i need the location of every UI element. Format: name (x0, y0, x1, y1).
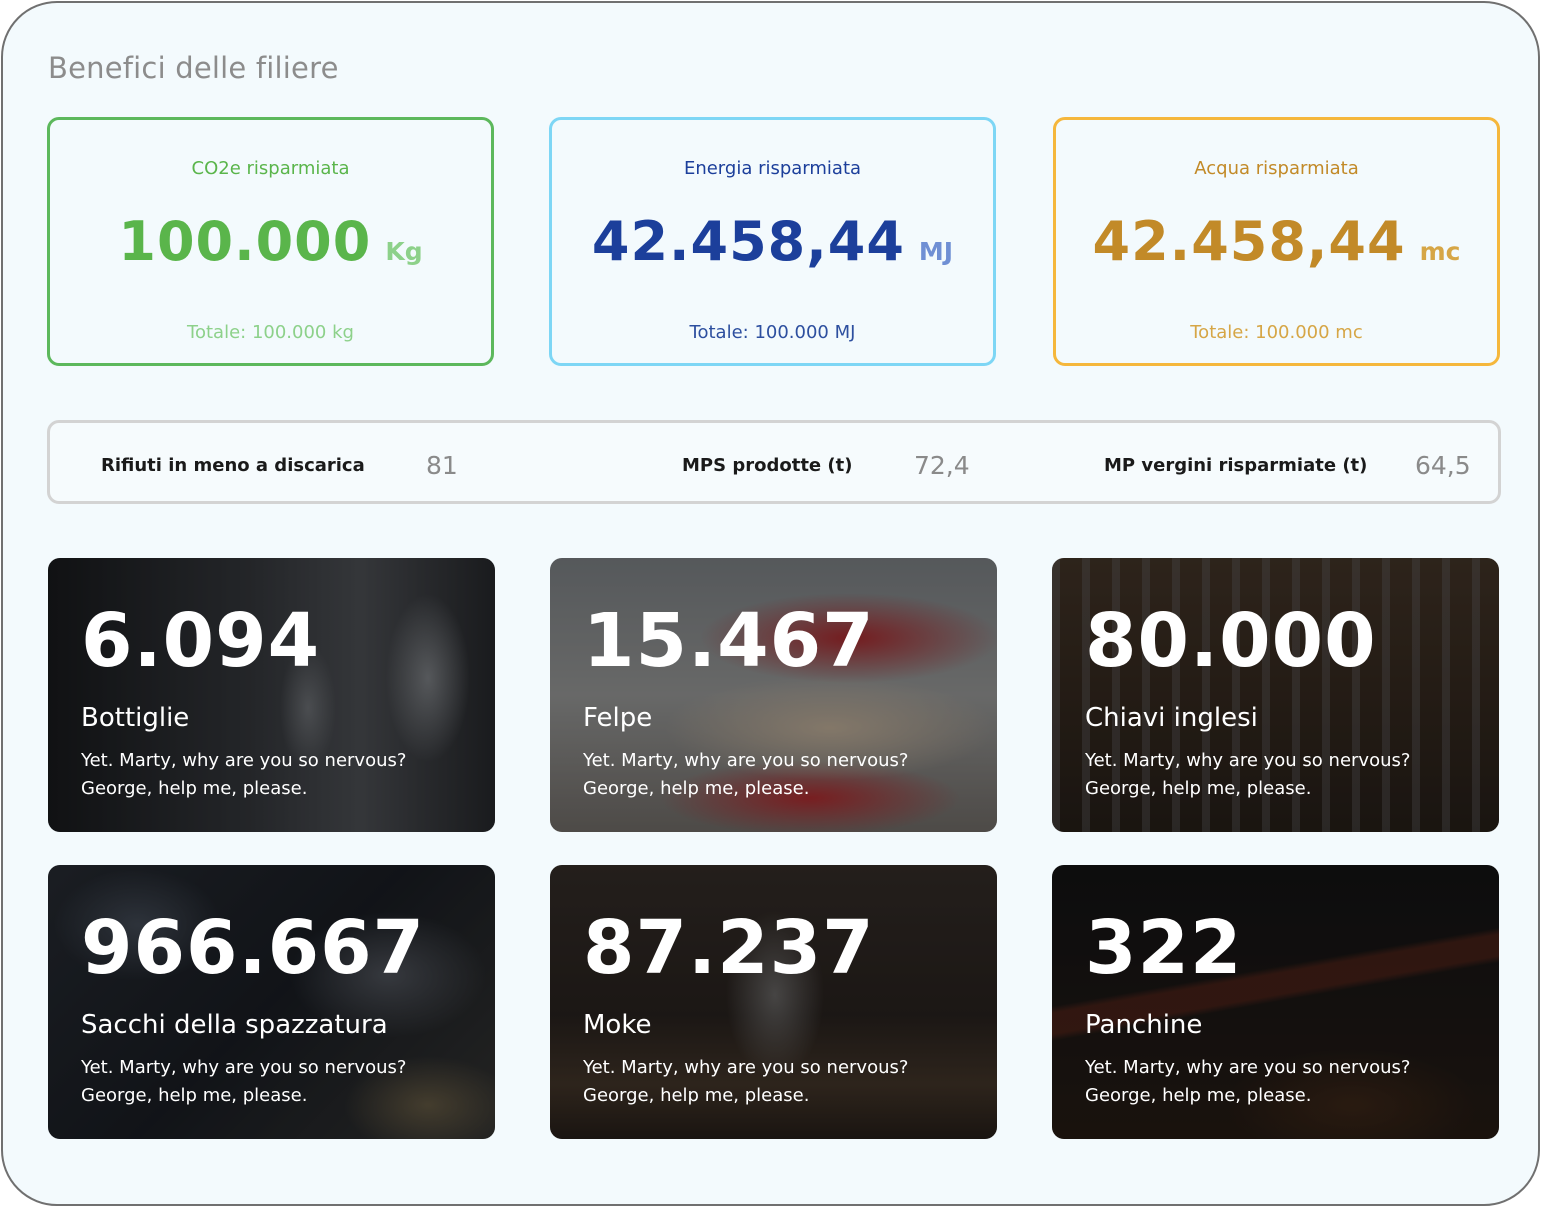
material-name: Sacchi della spazzatura (81, 1010, 388, 1040)
page-title: Benefici delle filiere (48, 51, 339, 85)
material-number: 6.094 (81, 598, 321, 684)
co2-metric-total: Totale: 100.000 kg (187, 322, 354, 343)
water-metric-total: Totale: 100.000 mc (1190, 322, 1363, 343)
material-name: Panchine (1085, 1010, 1203, 1040)
energy-metric-total: Totale: 100.000 MJ (689, 322, 856, 343)
material-description: Yet. Marty, why are you so nervous? Geor… (583, 1057, 909, 1106)
energy-metric-unit: MJ (918, 237, 954, 266)
material-card-trash-bags[interactable]: 966.667 Sacchi della spazzatura Yet. Mar… (48, 865, 495, 1139)
material-number: 87.237 (583, 905, 875, 991)
material-card-wrenches[interactable]: 80.000 Chiavi inglesi Yet. Marty, why ar… (1052, 558, 1499, 832)
stat-value-mp-virgin: 64,5 (1415, 451, 1471, 480)
sweaters-background-image (550, 558, 997, 832)
trash-bags-background-image (48, 865, 495, 1139)
co2-metric-label: CO2e risparmiata (191, 158, 350, 179)
moka-background-image (550, 865, 997, 1139)
water-metric-card: Acqua risparmiata 42.458,44 mc Totale: 1… (1053, 117, 1500, 366)
material-number: 80.000 (1085, 598, 1377, 684)
energy-metric-value: 42.458,44 (591, 210, 905, 273)
material-card-benches[interactable]: 322 Panchine Yet. Marty, why are you so … (1052, 865, 1499, 1139)
stat-label-mp-virgin: MP vergini risparmiate (t) (1104, 455, 1368, 476)
stat-label-mps: MPS prodotte (t) (682, 455, 853, 476)
water-metric-value: 42.458,44 (1092, 210, 1406, 273)
material-number: 15.467 (583, 598, 875, 684)
material-name: Bottiglie (81, 703, 190, 733)
material-description: Yet. Marty, why are you so nervous? Geor… (81, 750, 407, 799)
energy-metric-label: Energia risparmiata (683, 158, 862, 179)
material-description: Yet. Marty, why are you so nervous? Geor… (1085, 750, 1411, 799)
material-card-moka[interactable]: 87.237 Moke Yet. Marty, why are you so n… (550, 865, 997, 1139)
water-metric-unit: mc (1419, 237, 1461, 266)
stat-label-landfill: Rifiuti in meno a discarica (101, 455, 365, 476)
stat-value-mps: 72,4 (914, 451, 970, 480)
water-metric-label: Acqua risparmiata (1194, 158, 1359, 179)
material-description: Yet. Marty, why are you so nervous? Geor… (583, 750, 909, 799)
material-name: Chiavi inglesi (1085, 703, 1258, 733)
benches-background-image (1052, 865, 1499, 1139)
co2-metric-unit: Kg (385, 237, 423, 266)
co2-metric-card: CO2e risparmiata 100.000 Kg Totale: 100.… (47, 117, 494, 366)
stats-bar: Rifiuti in meno a discarica 81 MPS prodo… (47, 420, 1501, 504)
co2-metric-value: 100.000 (118, 210, 372, 273)
material-name: Moke (583, 1010, 652, 1040)
material-number: 322 (1085, 905, 1243, 991)
wrenches-background-image (1052, 558, 1499, 832)
stat-value-landfill: 81 (426, 451, 458, 480)
material-name: Felpe (583, 703, 653, 733)
material-description: Yet. Marty, why are you so nervous? Geor… (81, 1057, 407, 1106)
material-number: 966.667 (81, 905, 426, 991)
material-card-sweaters[interactable]: 15.467 Felpe Yet. Marty, why are you so … (550, 558, 997, 832)
material-card-bottles[interactable]: 6.094 Bottiglie Yet. Marty, why are you … (48, 558, 495, 832)
energy-metric-card: Energia risparmiata 42.458,44 MJ Totale:… (549, 117, 996, 366)
bottles-background-image (48, 558, 495, 832)
material-description: Yet. Marty, why are you so nervous? Geor… (1085, 1057, 1411, 1106)
